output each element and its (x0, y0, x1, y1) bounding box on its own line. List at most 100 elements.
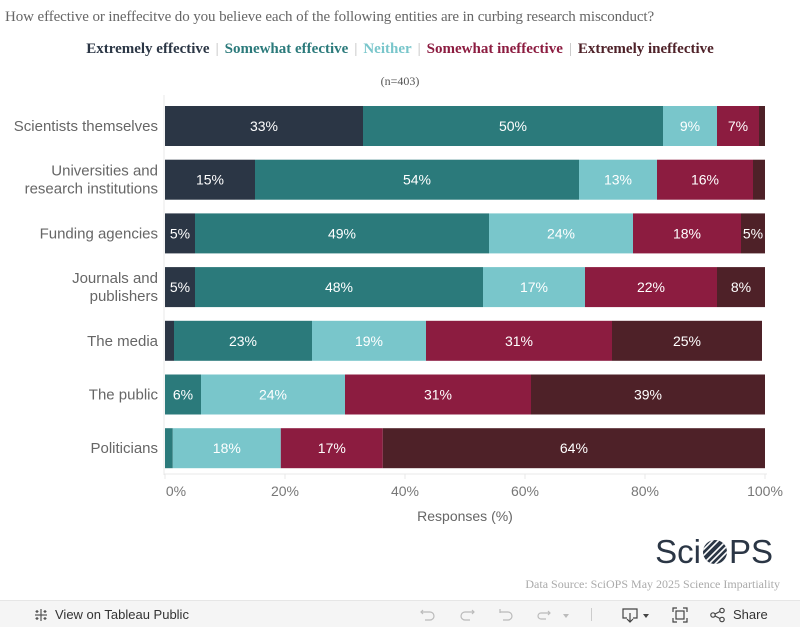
data-label: 39% (634, 387, 662, 403)
category-label: Universities and research institutions (25, 163, 158, 198)
bar-segment-somewhat-ineffective (633, 213, 741, 254)
bar-segment-somewhat-ineffective (280, 428, 383, 469)
data-label: 24% (547, 225, 575, 241)
undo-button[interactable] (419, 601, 437, 627)
category-label-line: The public (89, 387, 159, 404)
refresh-dropdown-button[interactable] (535, 601, 571, 627)
redo-button[interactable] (458, 601, 476, 627)
legend-separator: | (417, 41, 421, 57)
data-label: 54% (403, 172, 431, 188)
legend-separator: | (568, 41, 572, 57)
share-label: Share (733, 607, 768, 622)
fullscreen-icon (672, 606, 688, 623)
x-axis-title: Responses (%) (417, 508, 513, 524)
chart-question-title: How effective or ineffecitve do you beli… (5, 9, 655, 25)
category-label: Politicians (90, 440, 158, 457)
data-label: 17% (318, 440, 346, 456)
share-button[interactable]: Share (709, 601, 768, 627)
stacked-bar-chart: Scientists themselves 33% 50% 9% 7% Universit… (14, 95, 783, 524)
data-label: 5% (170, 225, 190, 241)
data-label: 19% (355, 333, 383, 349)
tableau-toolbar: View on Tableau Public Share (0, 600, 800, 627)
bar-segment-somewhat-ineffective (717, 106, 759, 146)
bar-segment-extremely-ineffective (753, 159, 765, 200)
revert-button[interactable] (497, 601, 515, 627)
data-label: 23% (229, 333, 257, 349)
data-label: 8% (731, 279, 751, 295)
data-label: 22% (637, 279, 665, 295)
data-label: 17% (520, 279, 548, 295)
data-label: 5% (743, 225, 763, 241)
logo-hatched-o-icon (702, 540, 727, 564)
category-label-line: publishers (90, 288, 158, 305)
data-label: 5% (170, 279, 190, 295)
bar-segment-somewhat-ineffective (585, 267, 717, 308)
data-label: 18% (673, 225, 701, 241)
logo-text-left: Sci (655, 533, 701, 570)
bar-segment-somewhat-ineffective (426, 320, 612, 361)
category-label-line: The media (87, 333, 159, 350)
redo-icon (460, 609, 475, 621)
bar-segment-somewhat-ineffective (345, 374, 531, 415)
category-label-line: Funding agencies (40, 225, 158, 242)
data-label: 31% (505, 333, 533, 349)
tableau-logo-icon (35, 608, 47, 621)
toolbar-divider (591, 608, 592, 621)
data-label: 6% (173, 387, 193, 403)
bar-segment-neither (312, 320, 426, 361)
view-on-tableau-public-link[interactable]: View on Tableau Public (33, 601, 189, 627)
data-label: 16% (691, 172, 719, 188)
bar-segment-extremely-effective (165, 320, 174, 361)
x-tick-label: 0% (166, 483, 186, 499)
category-label: Funding agencies (40, 225, 158, 242)
bar-segment-extremely-effective (165, 213, 195, 254)
bar-segment-neither (483, 267, 585, 308)
category-label: Scientists themselves (14, 118, 158, 135)
legend-separator: | (354, 41, 358, 57)
data-source-note: Data Source: SciOPS May 2025 Science Imp… (525, 577, 780, 591)
bar-segment-neither (579, 159, 657, 200)
undo-icon (420, 609, 435, 621)
data-label: 33% (250, 118, 278, 134)
bar-segment-extremely-effective (165, 267, 195, 308)
data-label: 7% (728, 118, 748, 134)
bar-segment-extremely-ineffective (717, 267, 765, 308)
data-label: 18% (213, 440, 241, 456)
bar-segment-somewhat-ineffective (657, 159, 753, 200)
data-label: 50% (499, 118, 527, 134)
view-on-tableau-label: View on Tableau Public (55, 607, 189, 622)
data-label: 49% (328, 225, 356, 241)
share-icon (710, 607, 725, 622)
refresh-icon (537, 610, 551, 620)
download-button[interactable] (620, 601, 651, 627)
x-tick-label: 20% (271, 483, 299, 499)
bar-segment-somewhat-effective (165, 428, 173, 469)
bar-segment-neither (489, 213, 633, 254)
bar-segment-extremely-ineffective (759, 106, 765, 146)
chevron-down-icon (563, 613, 569, 618)
chevron-down-icon (643, 613, 649, 618)
bar-segment-somewhat-effective (165, 374, 201, 415)
color-legend: Extremely effective | Somewhat effective | N… (0, 41, 800, 58)
x-tick-label: 80% (631, 483, 659, 499)
sample-size-label: (n=403) (380, 74, 420, 88)
bar-segment-somewhat-effective (195, 267, 483, 308)
x-tick-label: 100% (747, 483, 783, 499)
category-label: Journals and publishers (72, 270, 158, 305)
data-label: 15% (196, 172, 224, 188)
data-label: 31% (424, 387, 452, 403)
category-label-line: Journals and (72, 270, 158, 287)
logo-text-right: PS (728, 533, 773, 570)
legend-somewhat-effective: Somewhat effective (224, 41, 349, 57)
category-label: The public (89, 387, 159, 404)
revert-icon (499, 608, 513, 621)
bar-segment-neither (663, 106, 717, 146)
category-label-line: Politicians (90, 440, 158, 457)
legend-somewhat-ineffective: Somewhat ineffective (426, 41, 563, 57)
fullscreen-button[interactable] (671, 601, 689, 627)
bar-segment-somewhat-effective (174, 320, 312, 361)
bar-segment-neither (201, 374, 345, 415)
bar-segment-extremely-effective (165, 106, 363, 146)
bar-segment-extremely-ineffective (531, 374, 765, 415)
legend-extremely-effective: Extremely effective (86, 41, 210, 57)
